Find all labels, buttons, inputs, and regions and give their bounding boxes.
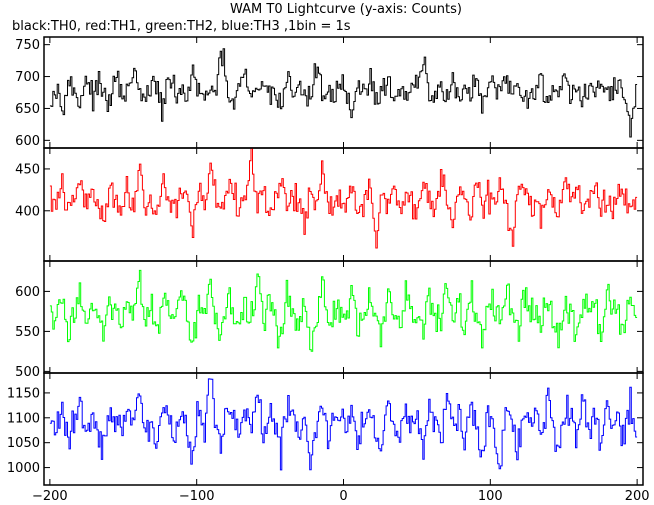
- panel-frame: [43, 372, 644, 486]
- x-tick-label: 200: [625, 489, 650, 504]
- chart-title: WAM T0 Lightcurve (y-axis: Counts): [230, 2, 462, 17]
- x-tick-label: −100: [179, 489, 215, 504]
- y-tick-label: 450: [15, 162, 40, 177]
- panel-th2: 500 550 600: [15, 260, 644, 380]
- y-tick-label: 1150: [7, 386, 40, 401]
- series-line-th2: [49, 269, 638, 352]
- y-tick-label: 750: [15, 38, 40, 53]
- series-line-th1: [49, 148, 638, 249]
- series-line-th0: [49, 48, 638, 138]
- y-tick-label: 500: [15, 365, 40, 380]
- panel-frame: [43, 36, 644, 149]
- panel-th1: 400 450: [15, 147, 644, 262]
- x-tick-label: 100: [478, 489, 503, 504]
- y-tick-label: 1000: [7, 461, 40, 476]
- panels-group: 6006507007504004505005506001000105011001…: [7, 36, 644, 486]
- y-tick-label: 600: [15, 134, 40, 149]
- y-tick-label: 1050: [7, 436, 40, 451]
- x-axis: −200 −100 0 100 200: [32, 489, 650, 504]
- chart-subtitle: black:TH0, red:TH1, green:TH2, blue:TH3 …: [12, 19, 351, 34]
- x-tick-label: 0: [339, 489, 347, 504]
- panel-th3: 1000 1050 1100 1150: [7, 372, 644, 486]
- y-tick-label: 700: [15, 70, 40, 85]
- y-tick-label: 600: [15, 285, 40, 300]
- y-tick-label: 1100: [7, 411, 40, 426]
- x-tick-label: −200: [32, 489, 68, 504]
- panel-th0: 600 650 700 750: [15, 36, 644, 149]
- y-tick-label: 400: [15, 204, 40, 219]
- y-tick-label: 550: [15, 325, 40, 340]
- y-tick-label: 650: [15, 102, 40, 117]
- series-line-th3: [49, 378, 638, 471]
